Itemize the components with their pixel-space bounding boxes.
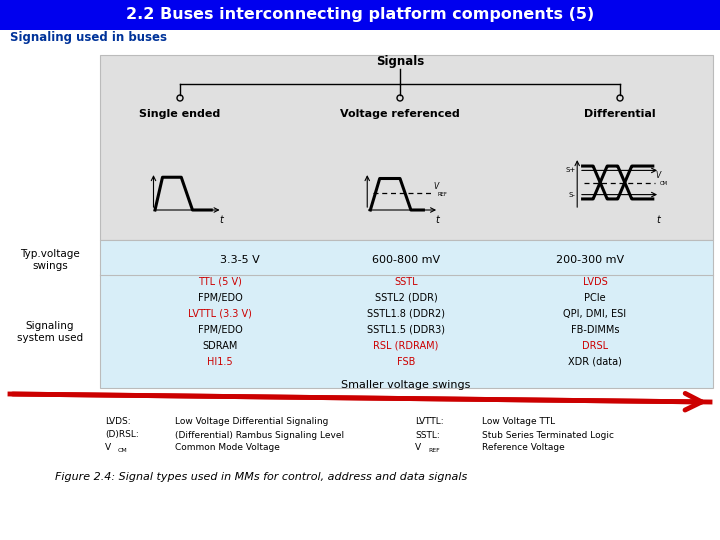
Text: SSTL1.8 (DDR2): SSTL1.8 (DDR2) (367, 309, 445, 319)
Text: CM: CM (660, 181, 668, 186)
Text: V: V (415, 443, 421, 453)
Text: Signals: Signals (376, 56, 424, 69)
Text: 200-300 mV: 200-300 mV (556, 255, 624, 265)
Text: Stub Series Terminated Logic: Stub Series Terminated Logic (482, 430, 614, 440)
Text: FPM/EDO: FPM/EDO (197, 293, 243, 303)
Text: SSTL:: SSTL: (415, 430, 440, 440)
Bar (100, 55, 713, 240)
Text: QPI, DMI, ESI: QPI, DMI, ESI (564, 309, 626, 319)
Text: Signaling used in buses: Signaling used in buses (10, 31, 167, 44)
Text: XDR (data): XDR (data) (568, 357, 622, 367)
Text: Signaling
system used: Signaling system used (17, 321, 83, 343)
Text: Low Voltage Differential Signaling: Low Voltage Differential Signaling (175, 417, 328, 427)
Text: REF: REF (438, 192, 447, 197)
Text: SSTL: SSTL (394, 277, 418, 287)
Text: 600-800 mV: 600-800 mV (372, 255, 440, 265)
Text: LVTTL:: LVTTL: (415, 417, 444, 427)
Text: Figure 2.4: Signal types used in MMs for control, address and data signals: Figure 2.4: Signal types used in MMs for… (55, 472, 467, 482)
Text: SDRAM: SDRAM (202, 341, 238, 351)
Text: FSB: FSB (397, 357, 415, 367)
Text: RSL (RDRAM): RSL (RDRAM) (373, 341, 438, 351)
Bar (0, 0, 720, 30)
Text: Smaller voltage swings: Smaller voltage swings (341, 380, 471, 390)
Text: SSTL1.5 (DDR3): SSTL1.5 (DDR3) (367, 325, 445, 335)
Text: S-: S- (569, 192, 575, 198)
Text: FB-DIMMs: FB-DIMMs (571, 325, 619, 335)
Text: 3.3-5 V: 3.3-5 V (220, 255, 260, 265)
Text: t: t (219, 215, 223, 225)
Text: PCIe: PCIe (584, 293, 606, 303)
Text: FPM/EDO: FPM/EDO (197, 325, 243, 335)
Text: (D)RSL:: (D)RSL: (105, 430, 139, 440)
Text: SSTL2 (DDR): SSTL2 (DDR) (374, 293, 437, 303)
Text: S+: S+ (565, 167, 575, 173)
Text: HI1.5: HI1.5 (207, 357, 233, 367)
Text: Single ended: Single ended (140, 109, 220, 119)
Text: DRSL: DRSL (582, 341, 608, 351)
Text: t: t (656, 215, 660, 225)
Text: Voltage referenced: Voltage referenced (340, 109, 460, 119)
Text: Low Voltage TTL: Low Voltage TTL (482, 417, 555, 427)
Text: V: V (655, 172, 661, 180)
Text: 2.2 Buses interconnecting platform components (5): 2.2 Buses interconnecting platform compo… (126, 8, 594, 23)
Text: Reference Voltage: Reference Voltage (482, 443, 564, 453)
Text: (Differential) Rambus Signaling Level: (Differential) Rambus Signaling Level (175, 430, 344, 440)
Text: t: t (436, 215, 439, 225)
Text: Common Mode Voltage: Common Mode Voltage (175, 443, 280, 453)
Text: V: V (433, 182, 438, 191)
Text: Differential: Differential (584, 109, 656, 119)
Text: TTL (5 V): TTL (5 V) (198, 277, 242, 287)
Text: LVDS: LVDS (582, 277, 608, 287)
Text: Typ.voltage
swings: Typ.voltage swings (20, 249, 80, 271)
Text: LVDS:: LVDS: (105, 417, 130, 427)
Text: CM: CM (118, 448, 127, 453)
Text: V: V (105, 443, 111, 453)
Text: LVTTL (3.3 V): LVTTL (3.3 V) (188, 309, 252, 319)
Bar (100, 240, 713, 388)
Text: REF: REF (428, 448, 440, 453)
